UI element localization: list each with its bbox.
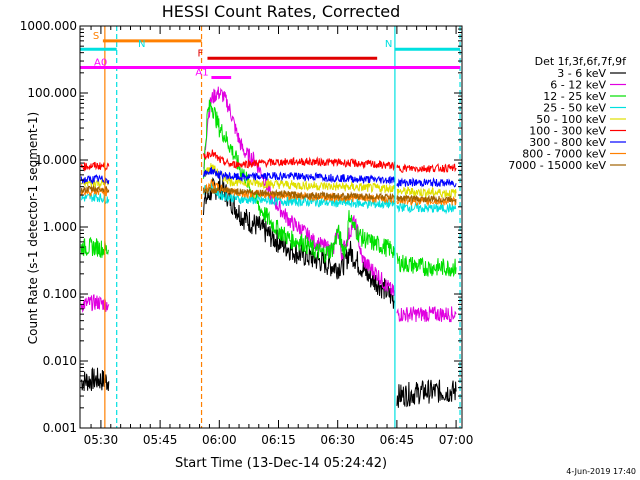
y-tick-label-0: 1000.000 [20,19,77,33]
legend-label-8: 7000 - 15000 keV [508,159,606,172]
series-line-2-segment-1 [203,99,396,263]
x-tick-label-1: 05:45 [143,433,178,447]
series-line-5-segment-1 [203,149,396,172]
x-axis-label: Start Time (13-Dec-14 05:24:42) [175,456,387,471]
chart-title: HESSI Count Rates, Corrected [162,2,400,21]
series-line-6-segment-0 [80,174,110,185]
y-tick-label-5: 0.010 [43,354,77,368]
series-line-2-segment-2 [396,252,457,278]
series-line-4-segment-1 [203,163,396,194]
series-line-0-segment-1 [203,176,396,309]
y-axis-label: Count Rate (s-1 detector-1 segment-1) [26,112,40,344]
legend-title: Det 1f,3f,6f,7f,9f [535,55,628,68]
x-tick-label-0: 05:30 [84,433,119,447]
series-line-8-segment-0 [80,184,110,194]
x-tick-label-5: 06:45 [380,433,415,447]
axes: 1000.000 100.000 10.000 1.000 0.100 0.010 0.00… [20,19,474,447]
series-line-3-segment-1 [203,182,396,210]
plot-area [80,86,457,408]
series-line-8-segment-1 [203,186,396,201]
y-tick-label-1: 100.000 [27,86,77,100]
flag-label-1: N [138,39,145,50]
plot-frame [79,25,463,429]
series-line-6-segment-2 [396,177,457,188]
series-line-1-segment-1 [203,86,396,296]
series-line-4-segment-2 [396,186,457,199]
plot-content: S N N F A0 A1 [80,26,461,428]
series-line-5-segment-0 [80,161,110,172]
x-tick-label-3: 06:15 [261,433,296,447]
series-line-6-segment-1 [203,166,396,185]
x-tick-label-4: 06:30 [320,433,355,447]
flag-label-4: A0 [94,58,107,69]
y-tick-label-2: 10.000 [35,153,77,167]
legend-label-3: 25 - 50 keV [543,102,606,115]
timestamp: 4-Jun-2019 17:40 [566,467,636,476]
x-tick-label-6: 07:00 [439,433,474,447]
flag-label-3: F [197,48,203,59]
legend-label-0: 3 - 6 keV [557,67,606,80]
flag-label-2: N [385,39,392,50]
flag-label-0: S [93,31,99,42]
series-line-1-segment-2 [396,306,457,323]
legend-label-1: 6 - 12 keV [550,79,606,92]
series-line-8-segment-2 [396,194,457,204]
legend-label-6: 300 - 800 keV [529,136,606,149]
legend-label-7: 800 - 7000 keV [522,148,606,161]
series-line-2-segment-0 [80,236,109,259]
series-line-1-segment-0 [80,294,110,314]
legend-label-2: 12 - 25 keV [543,90,606,103]
legend-label-5: 100 - 300 keV [529,125,606,138]
series-line-5-segment-2 [396,163,457,174]
series-line-0-segment-0 [80,366,110,392]
y-tick-label-6: 0.001 [43,421,77,435]
legend-label-4: 50 - 100 keV [536,113,606,126]
x-tick-label-2: 06:00 [202,433,237,447]
y-tick-label-3: 1.000 [43,220,77,234]
series-line-3-segment-0 [80,193,110,205]
flag-label-5: A1 [195,68,208,79]
y-tick-label-4: 0.100 [43,287,77,301]
series-line-3-segment-2 [396,201,457,215]
series-line-0-segment-2 [396,379,457,408]
